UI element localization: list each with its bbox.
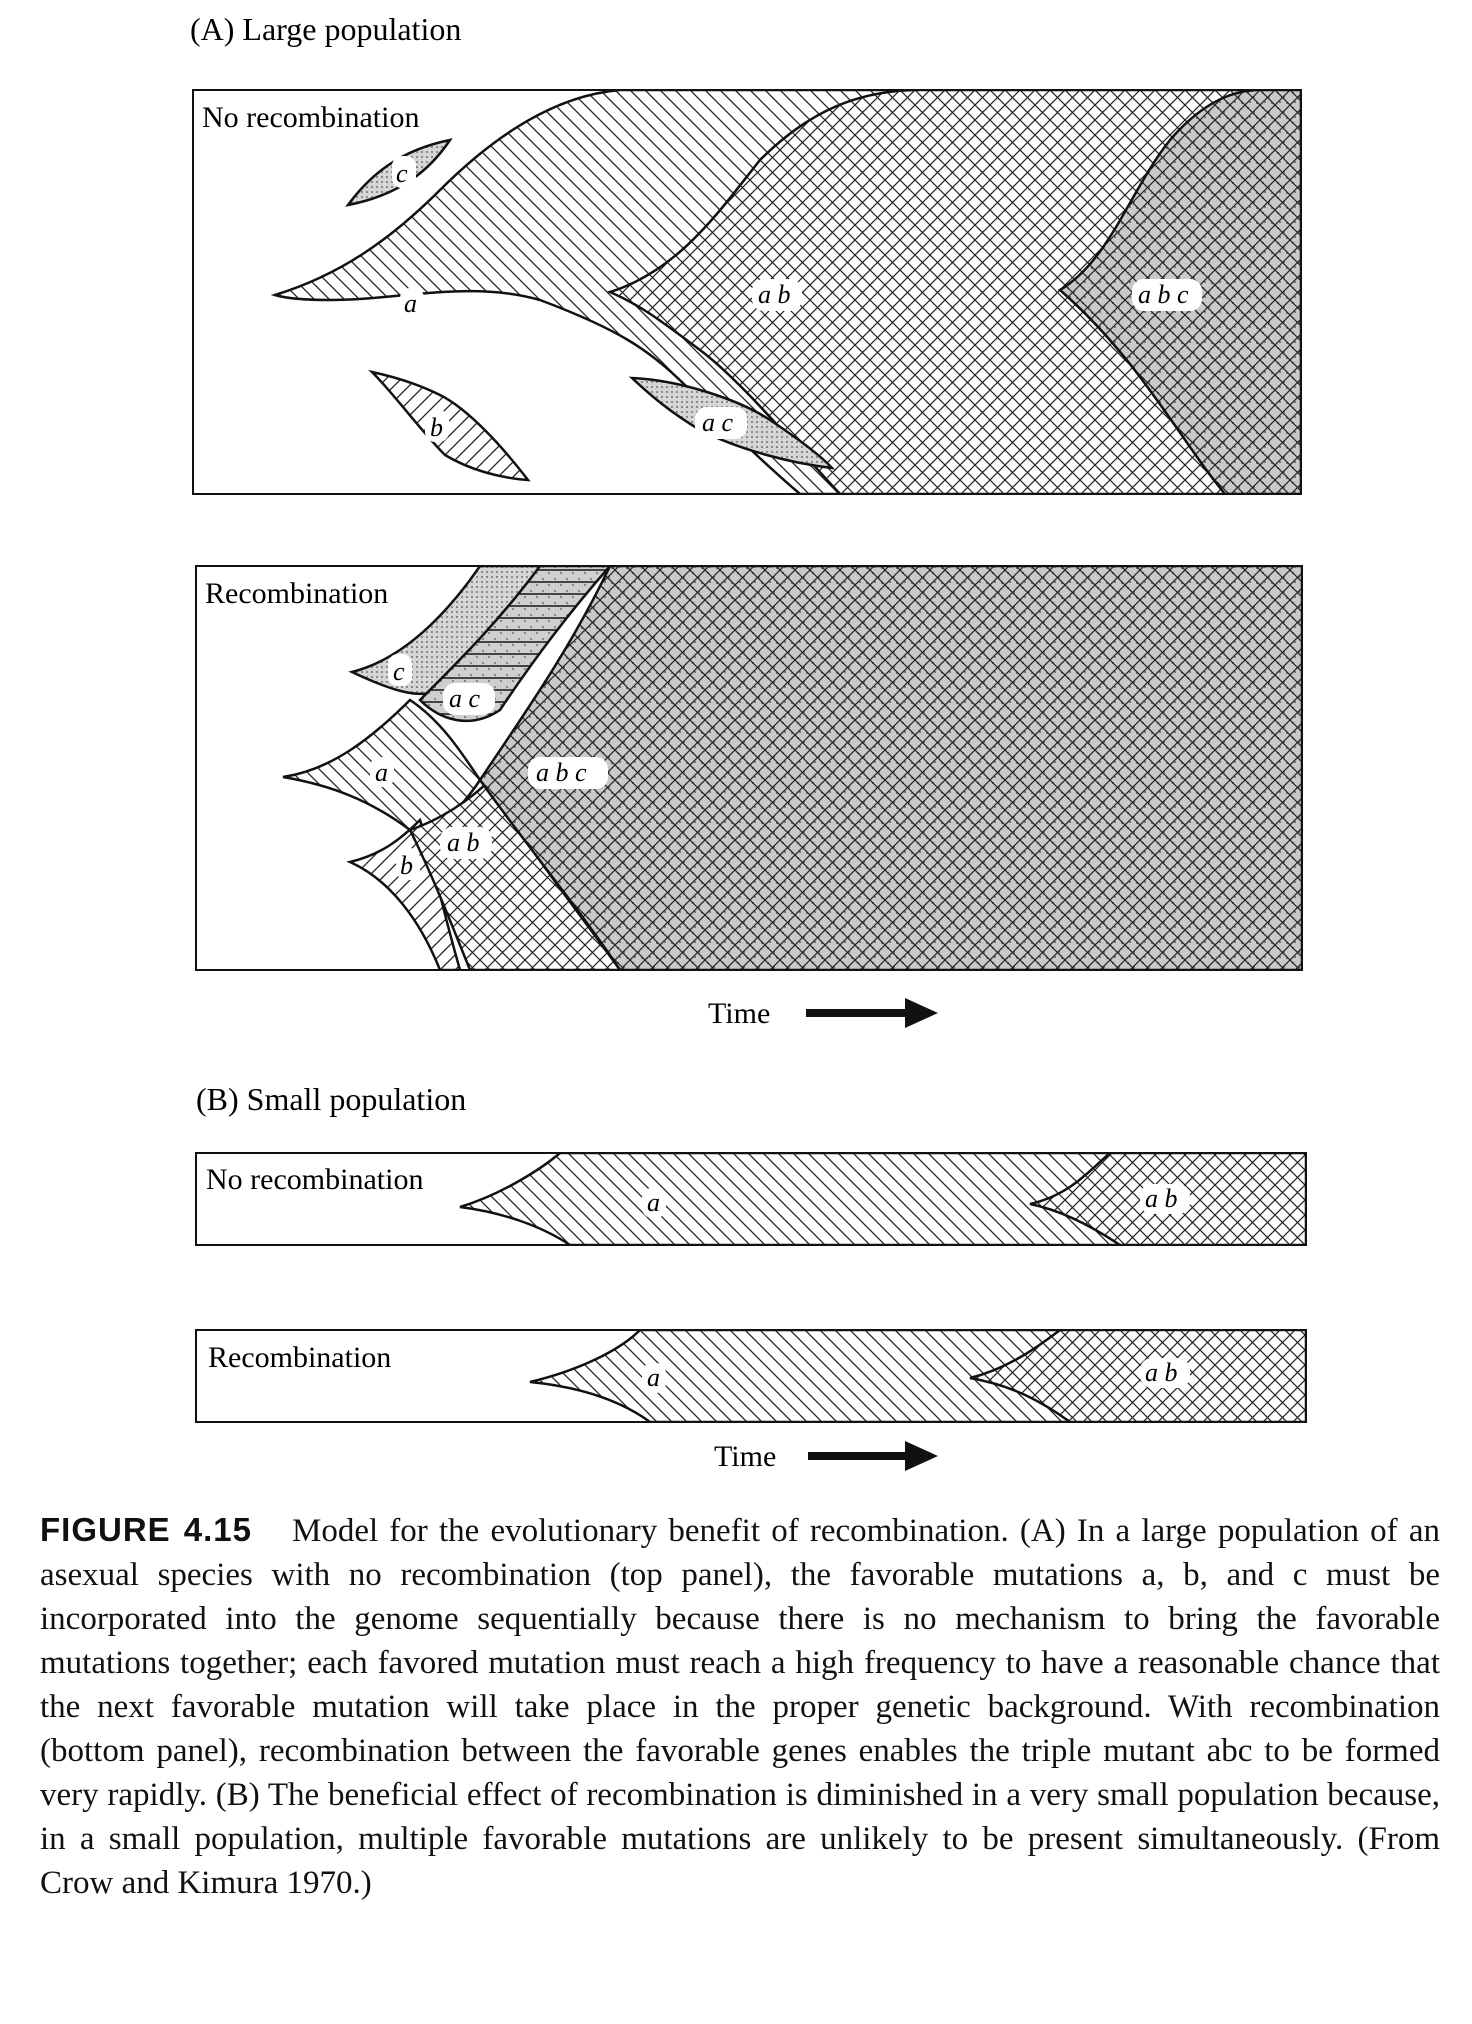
figure-title: FIGURE 4.15 <box>40 1511 252 1548</box>
region-label-a: a <box>404 289 417 318</box>
region-label-abc: a b c <box>536 758 587 787</box>
region-label-ac: a c <box>449 684 481 713</box>
region-label-b: b <box>400 851 413 880</box>
region-label-a: a <box>375 758 388 787</box>
region-ac <box>418 566 612 723</box>
region-ab <box>606 90 1301 494</box>
region-label-ab: a b <box>447 828 480 857</box>
panel-label: Recombination <box>208 1341 391 1374</box>
region-b <box>368 369 531 482</box>
panel-label: No recombination <box>202 101 419 134</box>
region-label-ab: a b <box>758 280 791 309</box>
panel-a-recombination: Recombination c a c a a b c a b b <box>195 565 1303 971</box>
arrow-right-icon <box>808 1441 938 1471</box>
panel-a-no-recombination: No recombination c a b a b a c a b c <box>192 89 1302 495</box>
time-arrow-a: Time <box>708 997 938 1030</box>
panel-b-no-recombination: No recombination a a b <box>195 1152 1307 1246</box>
panel-label: No recombination <box>206 1163 423 1196</box>
caption-text: Model for the evolutionary benefit of re… <box>40 1513 1440 1901</box>
region-label-ac: a c <box>702 408 734 437</box>
region-label-c: c <box>396 159 408 188</box>
time-arrow-b: Time <box>714 1440 938 1473</box>
figure-caption: FIGURE 4.15 Model for the evolutionary be… <box>40 1508 1440 1905</box>
region-label-ab: a b <box>1145 1184 1178 1213</box>
panel-b-heading: (B) Small population <box>196 1081 466 1117</box>
region-label-ab: a b <box>1145 1358 1178 1387</box>
time-label: Time <box>708 997 770 1030</box>
figure-diagram: (A) Large population No recombination c … <box>190 11 1307 1473</box>
panel-label: Recombination <box>205 577 388 610</box>
region-label-b: b <box>430 413 443 442</box>
arrow-right-icon <box>806 998 938 1028</box>
region-label-a: a <box>647 1188 660 1217</box>
region-label-c: c <box>393 657 405 686</box>
time-label: Time <box>714 1440 776 1473</box>
region-label-a: a <box>647 1363 660 1392</box>
region-ab <box>969 1330 1306 1422</box>
region-abc <box>478 566 1302 970</box>
region-label-abc: a b c <box>1138 280 1189 309</box>
panel-b-recombination: Recombination a a b <box>195 1329 1307 1423</box>
panel-a-heading: (A) Large population <box>190 11 461 47</box>
